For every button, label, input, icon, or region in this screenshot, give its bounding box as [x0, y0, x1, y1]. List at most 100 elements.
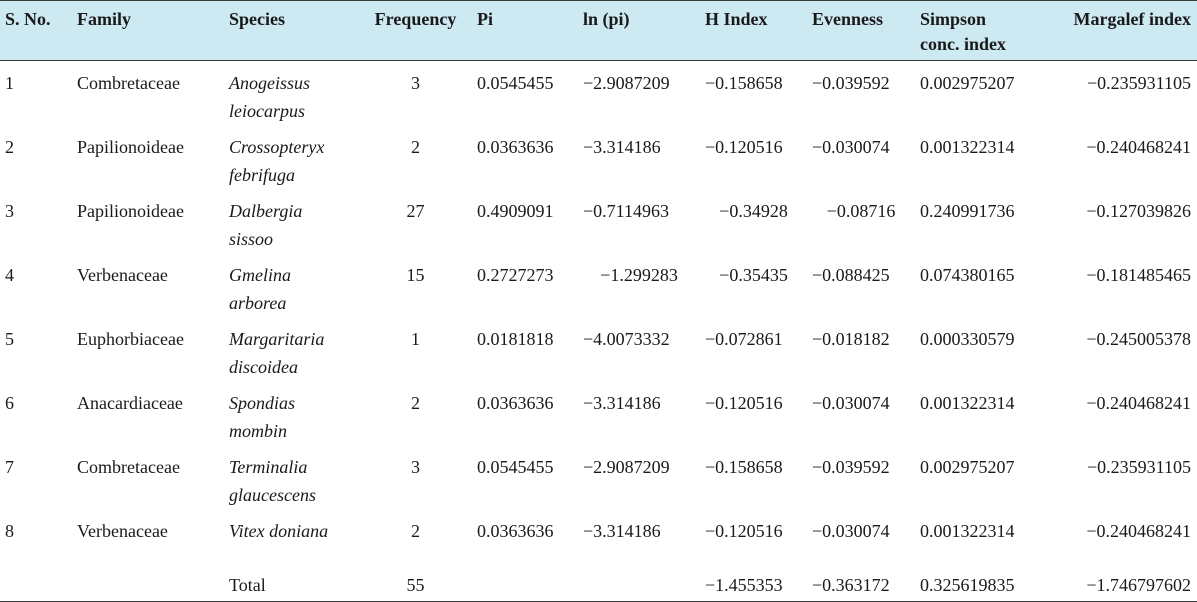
header-simpson-line2: conc. index [920, 34, 1007, 54]
cell-evenness: −0.08716 [826, 201, 896, 221]
cell-lnpi: −4.0073332 [583, 329, 670, 349]
cell-frequency: 2 [411, 393, 420, 413]
cell-species: Margaritaria discoidea [224, 317, 359, 381]
cell-species: Gmelina arborea [224, 253, 359, 317]
table-row: 7 Combretaceae Terminalia glaucescens 3 0… [0, 445, 1197, 509]
cell-hindex: −0.120516 [705, 521, 783, 541]
cell-lnpi: −0.7114963 [583, 201, 669, 221]
cell-sno: 6 [5, 393, 14, 413]
cell-family: Anacardiaceae [77, 393, 183, 413]
cell-family: Verbenaceae [77, 265, 168, 285]
table-row: 6 Anacardiaceae Spondias mombin 2 0.03636… [0, 381, 1197, 445]
cell-evenness: −0.039592 [812, 73, 890, 93]
cell-family: Euphorbiaceae [77, 329, 184, 349]
header-hindex: H Index [700, 0, 807, 61]
cell-frequency: 3 [411, 457, 420, 477]
cell-frequency: 2 [411, 137, 420, 157]
species-line1: Dalbergia [229, 201, 303, 221]
cell-evenness: −0.088425 [812, 265, 890, 285]
cell-family: Combretaceae [77, 73, 180, 93]
cell-lnpi: −1.299283 [600, 265, 678, 285]
cell-species: Vitex doniana [224, 509, 359, 571]
table-row: 1 Combretaceae Anogeissus leiocarpus 3 0.… [0, 61, 1197, 126]
header-row: S. No. Family Species Frequency Pi ln (p… [0, 0, 1197, 61]
cell-margalef: −0.181485465 [1086, 265, 1191, 285]
cell-evenness: −0.018182 [812, 329, 890, 349]
cell-frequency: 2 [411, 521, 420, 541]
table-row: 5 Euphorbiaceae Margaritaria discoidea 1 … [0, 317, 1197, 381]
cell-simpson: 0.000330579 [920, 329, 1015, 349]
cell-species: Terminalia glaucescens [224, 445, 359, 509]
cell-simpson: 0.002975207 [920, 73, 1015, 93]
header-family: Family [72, 0, 224, 61]
species-line1: Vitex doniana [229, 521, 329, 541]
cell-hindex: −0.35435 [719, 265, 788, 285]
cell-evenness: −0.030074 [812, 521, 890, 541]
cell-margalef: −0.245005378 [1086, 329, 1191, 349]
species-line1: Gmelina [229, 265, 291, 285]
cell-species: Dalbergia sissoo [224, 189, 359, 253]
species-line1: Margaritaria [229, 329, 325, 349]
cell-simpson: 0.240991736 [920, 201, 1015, 221]
cell-hindex: −0.158658 [705, 457, 783, 477]
cell-lnpi: −3.314186 [583, 137, 661, 157]
cell-hindex: −0.158658 [705, 73, 783, 93]
header-simpson: Simpson conc. index [915, 0, 1040, 61]
species-line2: mombin [229, 421, 287, 441]
table-row: 2 Papilionoideae Crossopteryx febrifuga 2… [0, 125, 1197, 189]
cell-hindex: −0.120516 [705, 393, 783, 413]
cell-pi [472, 571, 578, 602]
species-line2: arborea [229, 293, 287, 313]
cell-margalef: −0.240468241 [1086, 393, 1191, 413]
cell-family: Papilionoideae [77, 201, 184, 221]
cell-family: Verbenaceae [77, 521, 168, 541]
cell-family: Papilionoideae [77, 137, 184, 157]
total-simpson: 0.325619835 [915, 571, 1040, 602]
species-line2: leiocarpus [229, 101, 305, 121]
table-row: 8 Verbenaceae Vitex doniana 2 0.0363636 … [0, 509, 1197, 571]
total-label: Total [224, 571, 359, 602]
species-line1: Spondias [229, 393, 296, 413]
cell-pi: 0.0545455 [477, 73, 554, 93]
cell-species: Anogeissus leiocarpus [224, 61, 359, 126]
cell-lnpi: −3.314186 [583, 393, 661, 413]
cell-lnpi: −2.9087209 [583, 73, 670, 93]
total-hindex: −1.455353 [700, 571, 807, 602]
header-margalef: Margalef index [1040, 0, 1197, 61]
species-line2: sissoo [229, 229, 274, 249]
cell-frequency: 15 [406, 265, 425, 285]
cell-lnpi: −2.9087209 [583, 457, 670, 477]
cell-hindex: −0.072861 [705, 329, 783, 349]
cell-species: Spondias mombin [224, 381, 359, 445]
cell-hindex: −0.120516 [705, 137, 783, 157]
cell-family: Combretaceae [77, 457, 180, 477]
cell-margalef: −0.240468241 [1086, 521, 1191, 541]
total-evenness: −0.363172 [807, 571, 915, 602]
table-row: 4 Verbenaceae Gmelina arborea 15 0.272727… [0, 253, 1197, 317]
cell-margalef: −0.127039826 [1086, 201, 1191, 221]
cell-frequency: 1 [411, 329, 420, 349]
species-line1: Anogeissus [229, 73, 310, 93]
cell-pi: 0.4909091 [477, 201, 554, 221]
species-line2: glaucescens [229, 485, 316, 505]
header-sno: S. No. [0, 0, 72, 61]
cell-pi: 0.2727273 [477, 265, 554, 285]
cell-pi: 0.0545455 [477, 457, 554, 477]
cell-simpson: 0.001322314 [920, 393, 1015, 413]
total-row: Total 55 −1.455353 −0.363172 0.325619835… [0, 571, 1197, 602]
cell-pi: 0.0363636 [477, 137, 554, 157]
cell-evenness: −0.030074 [812, 393, 890, 413]
species-line2: febrifuga [229, 165, 295, 185]
species-line1: Crossopteryx [229, 137, 325, 157]
cell-sno: 7 [5, 457, 14, 477]
header-pi: Pi [472, 0, 578, 61]
cell-pi: 0.0363636 [477, 521, 554, 541]
table-row: 3 Papilionoideae Dalbergia sissoo 27 0.49… [0, 189, 1197, 253]
cell-family [72, 571, 224, 602]
cell-sno: 3 [5, 201, 14, 221]
header-evenness: Evenness [807, 0, 915, 61]
species-line1: Terminalia [229, 457, 308, 477]
cell-frequency: 3 [411, 73, 420, 93]
cell-sno [0, 571, 72, 602]
